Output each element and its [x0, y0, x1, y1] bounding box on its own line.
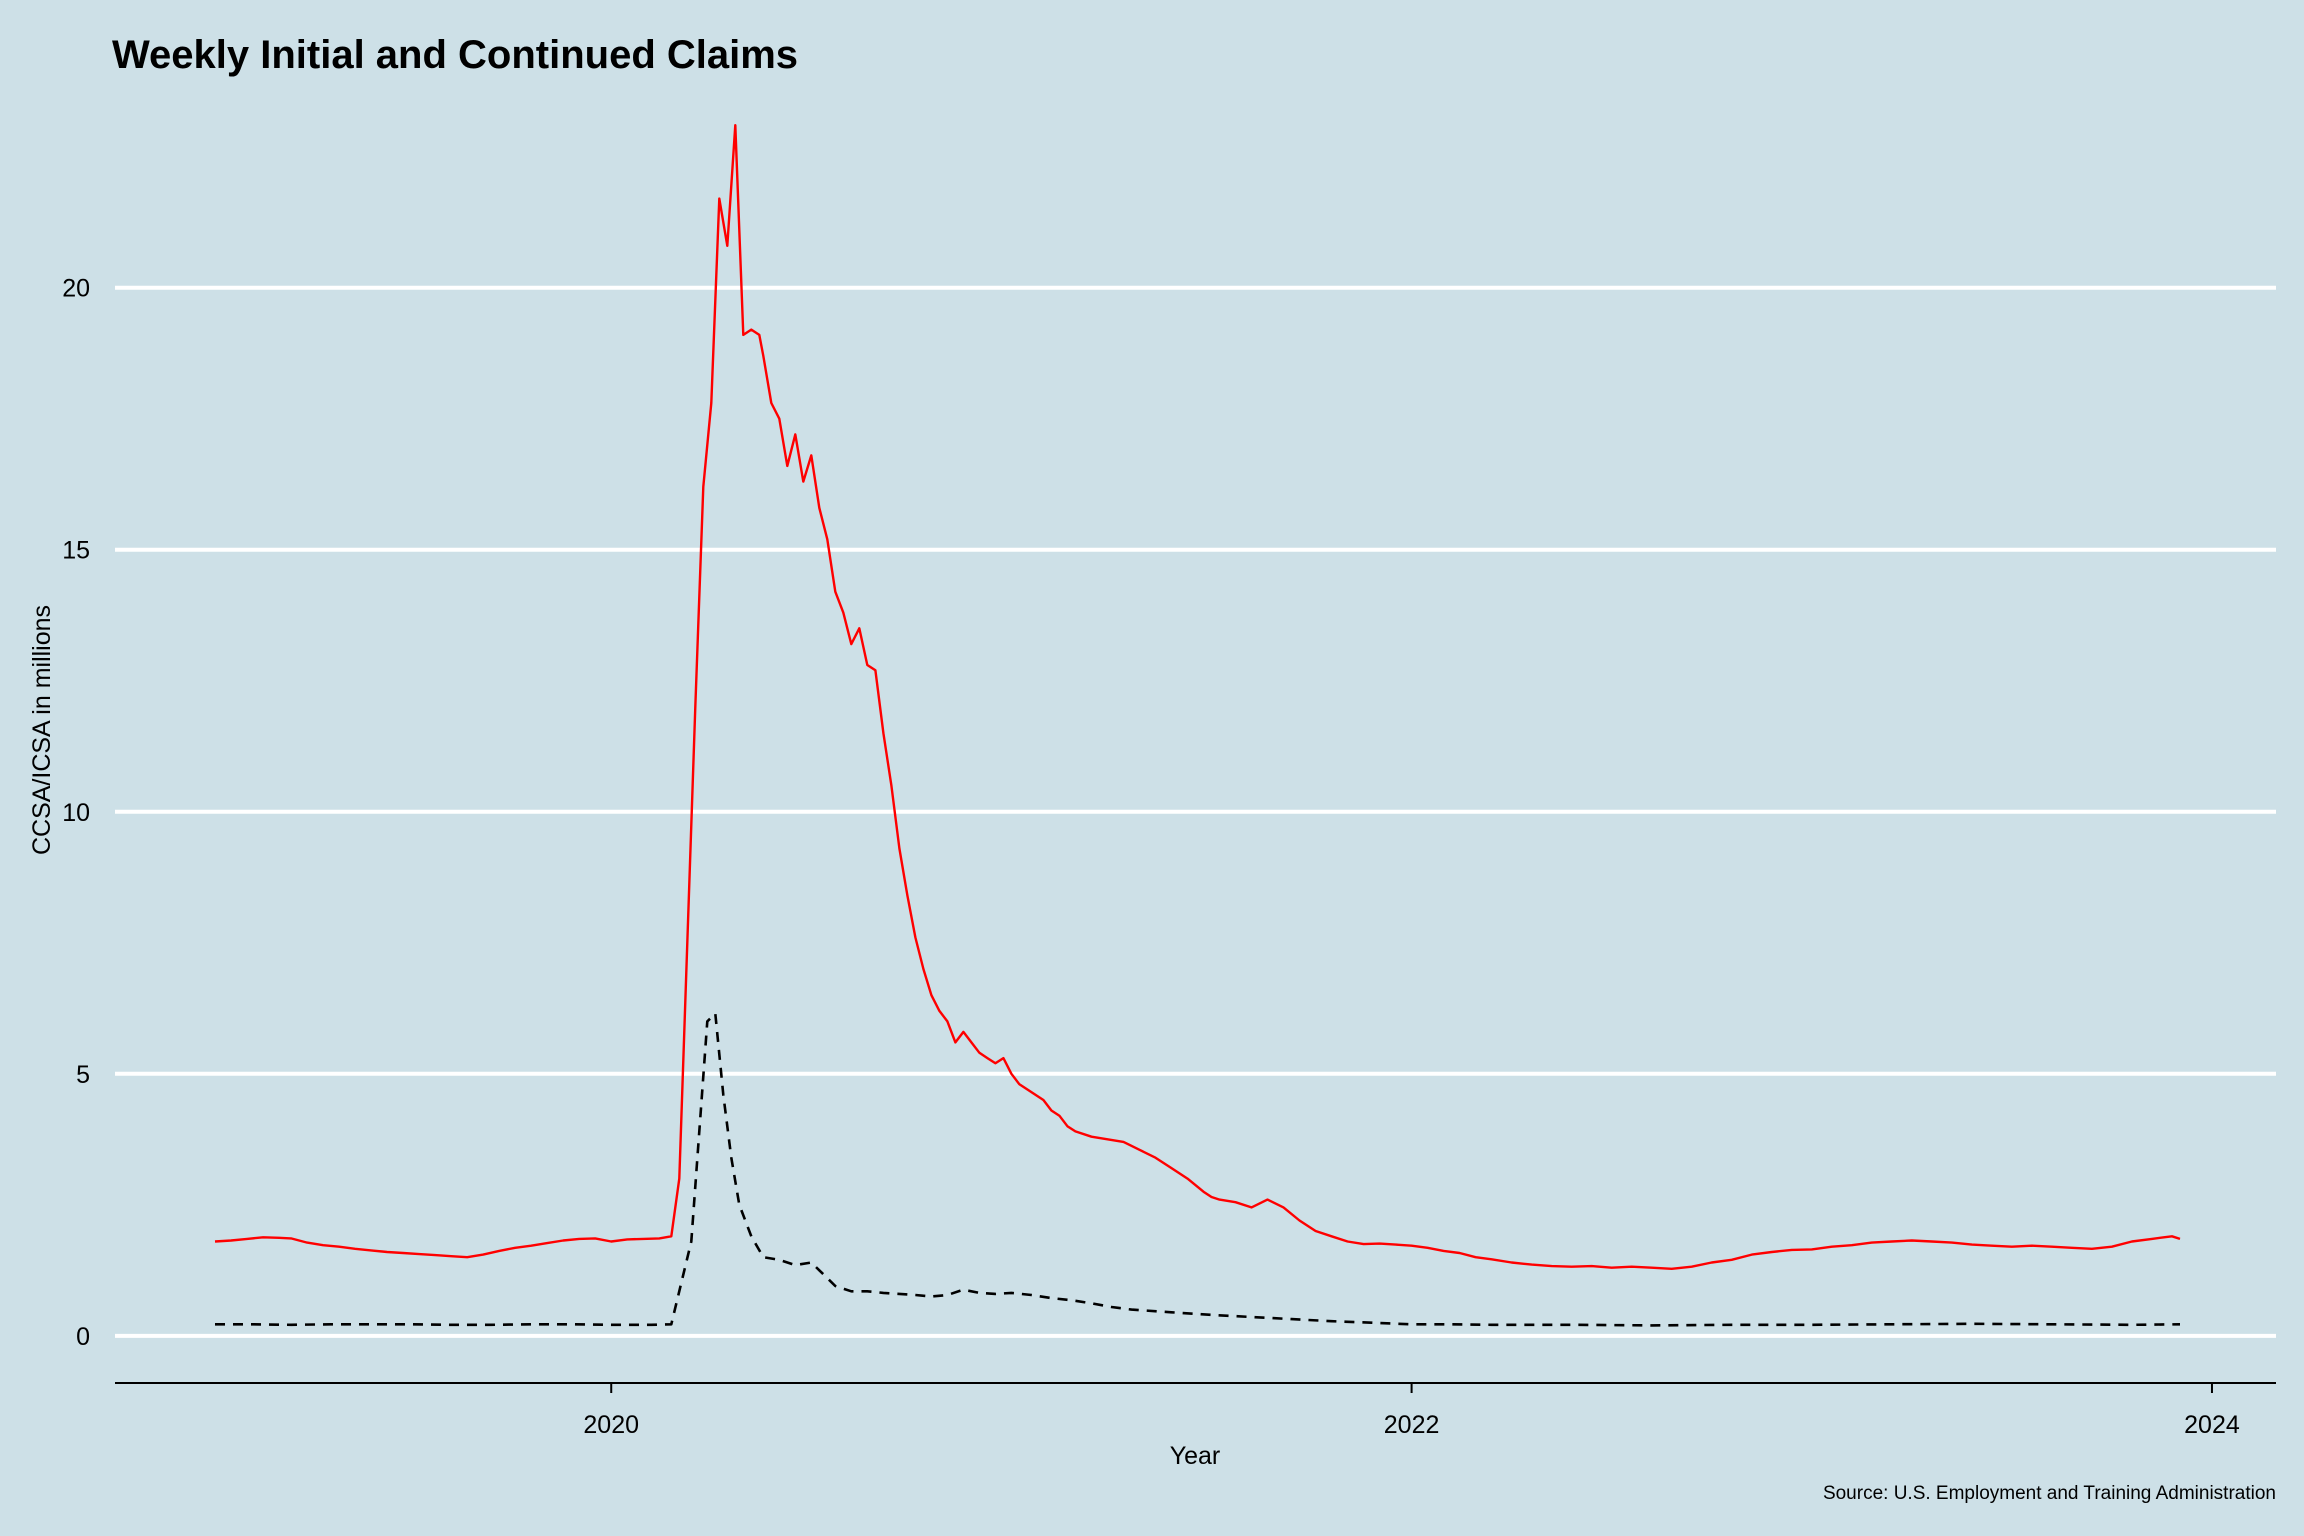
y-tick-label: 0 — [76, 1323, 90, 1351]
y-tick-label: 10 — [62, 799, 90, 827]
grid-lines — [115, 285, 2276, 1338]
series-line-continued — [214, 123, 2181, 1271]
y-axis-ticks: 0 5 10 15 20 — [62, 275, 90, 1351]
x-tick-label: 2024 — [2184, 1411, 2240, 1439]
source-caption: Source: U.S. Employment and Training Adm… — [1823, 1483, 2276, 1504]
x-tick-label: 2020 — [583, 1411, 639, 1439]
series-lines — [214, 123, 2181, 1327]
chart-title: Weekly Initial and Continued Claims — [112, 33, 798, 77]
series-line-initial — [215, 1012, 2181, 1327]
y-tick-label: 15 — [62, 537, 90, 565]
x-axis-title: Year — [1170, 1442, 1221, 1470]
y-tick-label: 5 — [76, 1061, 90, 1089]
y-axis-title: CCSA/ICSA in millions — [28, 605, 56, 855]
x-axis-ticks: 2020 2022 2024 — [583, 1383, 2240, 1439]
x-tick-label: 2022 — [1384, 1411, 1440, 1439]
y-tick-label: 20 — [62, 275, 90, 303]
